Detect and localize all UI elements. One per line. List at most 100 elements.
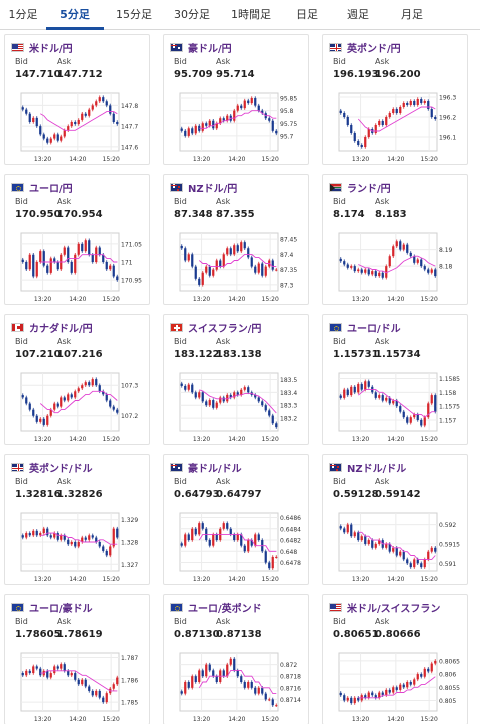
- candle-body: [198, 125, 201, 131]
- candle-body: [357, 269, 360, 272]
- pair-name[interactable]: ランド/円: [347, 183, 391, 195]
- candle-body: [95, 690, 98, 696]
- tab-6[interactable]: 週足: [347, 8, 369, 21]
- rate-card[interactable]: ユーロ/ドル Bid Ask 1.157311.15734 1.1585 1.158 1.1…: [322, 314, 468, 445]
- candlestick-chart[interactable]: 147.8 147.7 147.6 13:20 14:20 15:20: [11, 91, 147, 163]
- candle-body: [63, 535, 66, 540]
- pair-name[interactable]: 豪ドル/ドル: [188, 463, 242, 475]
- x-tick-label: 14:20: [69, 156, 86, 163]
- x-tick-label: 14:20: [228, 156, 245, 163]
- candle-body: [423, 101, 426, 103]
- rate-card[interactable]: ユーロ/英ポンド Bid Ask 0.871300.87138 0.872 0.8718 0…: [163, 594, 309, 724]
- candle-body: [229, 528, 232, 535]
- candle-body: [427, 403, 430, 418]
- quote-labels: Bid Ask: [174, 337, 258, 346]
- tab-7[interactable]: 月足: [401, 8, 423, 21]
- pair-name[interactable]: 米ドル/スイスフラン: [347, 603, 441, 615]
- candlestick-chart[interactable]: 8.19 8.18 13:20 14:20 15:20: [329, 231, 465, 303]
- candlestick-chart[interactable]: 107.3 107.2 13:20 14:20 15:20: [11, 371, 147, 443]
- y-tick-label: 0.806: [439, 672, 456, 679]
- pair-name[interactable]: カナダドル/円: [29, 323, 93, 335]
- x-tick-label: 14:20: [387, 296, 404, 303]
- pair-name[interactable]: 英ポンド/円: [347, 43, 401, 55]
- rate-card[interactable]: ユーロ/豪ドル Bid Ask 1.786051.78619 1.787 1.786 1.7…: [4, 594, 150, 724]
- rate-card[interactable]: ランド/円 Bid Ask 8.174 8.183 8.19 8.18 13:20 14:20 1…: [322, 174, 468, 305]
- bid-label: Bid: [333, 617, 346, 626]
- rate-card[interactable]: スイスフラン/円 Bid Ask 183.122183.138 183.5 183.4 18…: [163, 314, 309, 445]
- candle-body: [70, 122, 73, 127]
- candle-body: [42, 528, 45, 534]
- rate-card[interactable]: 米ドル/円 Bid Ask 147.710147.712 147.8 147.7 147.6…: [4, 34, 150, 165]
- tab-0[interactable]: 1分足: [8, 8, 38, 21]
- candle-body: [268, 118, 271, 121]
- moving-average-line: [358, 676, 436, 699]
- candlestick-chart[interactable]: 0.872 0.8718 0.8716 0.8714 13:20 14:20 15:20: [170, 651, 306, 723]
- candle-body: [240, 534, 243, 546]
- candle-body: [413, 414, 416, 418]
- moving-average-line: [198, 669, 277, 695]
- candle-body: [91, 379, 94, 386]
- x-tick-label: 14:20: [387, 716, 404, 723]
- candlestick-chart[interactable]: 183.5 183.4 183.3 183.2 13:20 14:20 15:20: [170, 371, 306, 443]
- candlestick-chart[interactable]: 196.3 196.2 196.1 13:20 14:20 15:20: [329, 91, 465, 163]
- rate-card[interactable]: NZドル/ドル Bid Ask 0.591280.59142 0.592 0.5915 0.…: [322, 454, 468, 585]
- plot-frame: [338, 512, 438, 572]
- candle-body: [194, 392, 197, 398]
- candlestick-chart[interactable]: 1.329 1.328 1.327 13:20 14:20 15:20: [11, 511, 147, 583]
- candlestick-chart[interactable]: 0.592 0.5915 0.591 13:20 14:20 15:20: [329, 511, 465, 583]
- ask-label: Ask: [57, 337, 72, 346]
- quote-labels: Bid Ask: [174, 477, 258, 486]
- tab-4[interactable]: 1時間足: [231, 8, 271, 21]
- tab-1[interactable]: 5分足: [46, 0, 104, 30]
- candle-body: [250, 98, 253, 104]
- rate-card[interactable]: NZドル/円 Bid Ask 87.348 87.355 87.45 87.4 87.35 87…: [163, 174, 309, 305]
- candlestick-chart[interactable]: 171.05 171 170.95 13:20 14:20 15:20: [11, 231, 147, 303]
- candle-body: [240, 105, 243, 109]
- candle-body: [350, 125, 353, 133]
- candlestick-chart[interactable]: 1.787 1.786 1.785 13:20 14:20 15:20: [11, 651, 147, 723]
- tab-2[interactable]: 15分足: [116, 8, 152, 21]
- candle-body: [198, 523, 201, 535]
- pair-name[interactable]: 英ポンド/ドル: [29, 463, 93, 475]
- rate-card[interactable]: 英ポンド/円 Bid Ask 196.193196.200 196.3 196.2 196.…: [322, 34, 468, 165]
- quote-labels: Bid Ask: [15, 197, 99, 206]
- candle-body: [395, 400, 398, 407]
- pair-name[interactable]: 豪ドル/円: [188, 43, 232, 55]
- candle-body: [402, 684, 405, 688]
- rate-card[interactable]: 英ポンド/ドル Bid Ask 1.328161.32826 1.329 1.328 1.3…: [4, 454, 150, 585]
- rate-card[interactable]: カナダドル/円 Bid Ask 107.210107.216 107.3 107.2 13:…: [4, 314, 150, 445]
- candle-body: [21, 395, 24, 398]
- candlestick-chart[interactable]: 0.8065 0.806 0.8055 0.805 13:20 14:20 15:20: [329, 651, 465, 723]
- rate-card[interactable]: 豪ドル/円 Bid Ask 95.709 95.714 95.85 95.8 95.75 95.…: [163, 34, 309, 165]
- pair-name[interactable]: スイスフラン/円: [188, 323, 262, 335]
- candle-body: [222, 523, 225, 529]
- candlestick-chart[interactable]: 1.1585 1.158 1.1575 1.157 13:20 14:20 15:20: [329, 371, 465, 443]
- candlestick-chart[interactable]: 87.45 87.4 87.35 87.3 13:20 14:20 15:20: [170, 231, 306, 303]
- candle-body: [413, 256, 416, 263]
- candle-body: [339, 395, 342, 398]
- pair-name[interactable]: ユーロ/英ポンド: [188, 603, 262, 615]
- bid-value: 1.15731: [333, 349, 379, 360]
- candle-body: [222, 254, 225, 267]
- rate-card[interactable]: 米ドル/スイスフラン Bid Ask 0.806510.80666 0.8065 0.80…: [322, 594, 468, 724]
- pair-name[interactable]: ユーロ/豪ドル: [29, 603, 93, 615]
- rate-card[interactable]: ユーロ/円 Bid Ask 170.950170.954 171.05 171 170.95…: [4, 174, 150, 305]
- candlestick-chart[interactable]: 95.85 95.8 95.75 95.7 13:20 14:20 15:20: [170, 91, 306, 163]
- y-tick-label: 8.19: [439, 247, 453, 254]
- pair-name[interactable]: ユーロ/ドル: [347, 323, 401, 335]
- candle-body: [21, 535, 24, 538]
- candle-body: [233, 110, 236, 121]
- tab-5[interactable]: 日足: [296, 8, 318, 21]
- candlestick-chart[interactable]: 0.6486 0.6484 0.6482 0.648 0.6478 13:20 14:20 1…: [170, 511, 306, 583]
- pair-name[interactable]: 米ドル/円: [29, 43, 73, 55]
- flag-icon: [170, 602, 183, 612]
- pair-name[interactable]: NZドル/円: [188, 183, 238, 195]
- pair-name[interactable]: ユーロ/円: [29, 183, 73, 195]
- flag-icon: [11, 182, 24, 192]
- candle-body: [25, 397, 28, 404]
- pair-name[interactable]: NZドル/ドル: [347, 463, 407, 475]
- chart-svg: 8.19 8.18 13:20 14:20 15:20: [338, 232, 453, 303]
- rate-card[interactable]: 豪ドル/ドル Bid Ask 0.647930.64797 0.6486 0.6484 0.…: [163, 454, 309, 585]
- candle-body: [88, 686, 91, 691]
- tab-3[interactable]: 30分足: [174, 8, 210, 21]
